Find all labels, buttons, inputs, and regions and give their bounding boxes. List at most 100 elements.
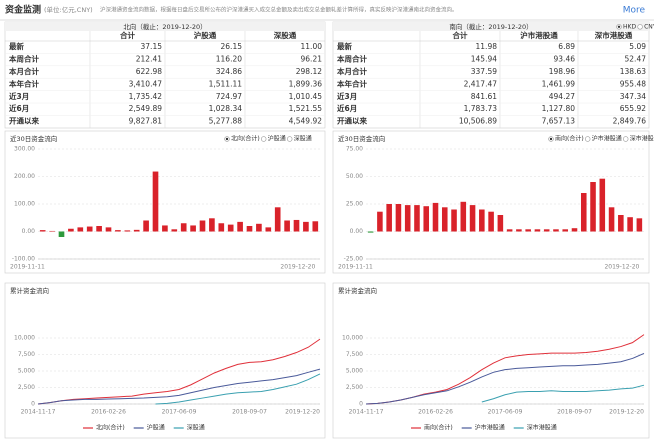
bar bbox=[580, 193, 587, 232]
legend-label: 沪股通 bbox=[147, 424, 165, 432]
radio-dot bbox=[549, 137, 553, 141]
bar bbox=[497, 215, 504, 232]
bar bbox=[479, 209, 485, 232]
chart-panel bbox=[4, 130, 326, 274]
cell: 26.15 bbox=[221, 42, 243, 51]
y-tick-label: -25.00 bbox=[344, 256, 364, 263]
y-tick-label: 5,000 bbox=[18, 368, 35, 375]
y-tick-label: 0.00 bbox=[22, 228, 36, 235]
bar bbox=[608, 207, 615, 232]
bar bbox=[432, 202, 439, 232]
cell: 93.46 bbox=[554, 55, 576, 64]
bar bbox=[265, 227, 272, 232]
x-tick-label: 2016-02-26 bbox=[418, 409, 453, 416]
bar bbox=[39, 230, 46, 232]
radio-label[interactable]: CNY bbox=[644, 23, 654, 30]
bar bbox=[543, 229, 550, 232]
series-line bbox=[37, 368, 321, 405]
radio[interactable] bbox=[637, 24, 643, 30]
column-header: 沪股通 bbox=[194, 30, 217, 40]
bar bbox=[627, 217, 633, 232]
bar bbox=[227, 224, 234, 232]
table-caption-bg bbox=[5, 22, 325, 31]
cell: 4,549.92 bbox=[289, 117, 323, 126]
radio-label[interactable]: 沪股通 bbox=[268, 135, 286, 143]
bar bbox=[460, 201, 467, 232]
radio-label[interactable]: 北向(合计) bbox=[231, 135, 260, 143]
cell: 138.63 bbox=[620, 67, 646, 76]
x-tick-label: 2018-09-07 bbox=[232, 409, 267, 416]
bar bbox=[49, 230, 55, 232]
cell: 1,899.36 bbox=[289, 79, 323, 88]
y-tick-label: 7,500 bbox=[346, 351, 363, 358]
bar bbox=[506, 229, 513, 232]
bar bbox=[367, 231, 374, 233]
radio[interactable] bbox=[260, 136, 267, 142]
row-label: 本月合计 bbox=[336, 66, 367, 76]
cell: 622.98 bbox=[136, 67, 162, 76]
bar bbox=[58, 231, 65, 237]
bar bbox=[256, 223, 262, 232]
radio[interactable] bbox=[584, 136, 591, 142]
cell: 1,735.42 bbox=[129, 92, 163, 101]
x-tick-label: 2014-11-17 bbox=[349, 409, 384, 416]
bar bbox=[516, 229, 522, 232]
y-tick-label: 75.00 bbox=[346, 146, 363, 153]
bar bbox=[237, 221, 243, 232]
radio[interactable] bbox=[623, 136, 629, 142]
bar bbox=[68, 228, 74, 232]
radio-label[interactable]: 沪市港股通 bbox=[592, 135, 622, 143]
x-tick-label: 2019-12-20 bbox=[604, 264, 639, 271]
bar bbox=[162, 225, 168, 232]
radio-label[interactable]: 深市港股通 bbox=[630, 135, 654, 143]
cell: 11.98 bbox=[476, 42, 498, 51]
radio-label[interactable]: 深股通 bbox=[294, 135, 312, 143]
row-label: 本年合计 bbox=[8, 78, 39, 88]
column-header: 合计 bbox=[453, 30, 468, 40]
radio[interactable] bbox=[287, 136, 293, 142]
bar bbox=[115, 230, 121, 232]
bar bbox=[96, 226, 102, 232]
column-header: 合计 bbox=[120, 30, 135, 40]
radio-label[interactable]: HKD bbox=[623, 23, 636, 30]
x-tick-label: 2018-09-07 bbox=[557, 409, 592, 416]
bar bbox=[395, 204, 402, 232]
column-header: 沪市港股通 bbox=[520, 30, 558, 40]
bar bbox=[312, 221, 319, 232]
cell: 96.21 bbox=[301, 55, 323, 64]
y-tick-label: 10,000 bbox=[342, 335, 363, 342]
cell: 5.09 bbox=[629, 42, 646, 51]
series-line bbox=[481, 384, 645, 403]
bar bbox=[590, 182, 596, 232]
y-tick-label: 300.00 bbox=[14, 146, 35, 153]
bar bbox=[284, 220, 290, 232]
series-line bbox=[365, 353, 645, 405]
row-label: 近3月 bbox=[9, 91, 29, 101]
more-link[interactable]: More bbox=[623, 6, 646, 16]
radio-label[interactable]: 南向(合计) bbox=[555, 135, 584, 143]
table-frame bbox=[332, 21, 650, 129]
cell: 494.27 bbox=[549, 92, 575, 101]
y-tick-label: 10,000 bbox=[14, 335, 35, 342]
y-tick-label: 50.00 bbox=[346, 173, 363, 180]
note: 沪深港通资金流向数据，根据每日盘后交易所公布的沪深港通买入成交总金额及卖出成交总… bbox=[100, 6, 458, 14]
bar bbox=[180, 223, 187, 232]
chart-title: 近30日资金流向 bbox=[10, 134, 57, 143]
cell: 1,127.80 bbox=[542, 104, 576, 113]
legend-label: 北向(合计) bbox=[96, 424, 125, 432]
bar bbox=[488, 211, 494, 232]
row-label: 开通以来 bbox=[337, 116, 367, 126]
bar bbox=[414, 205, 420, 232]
bar bbox=[386, 204, 392, 232]
legend-label: 深市港股通 bbox=[527, 424, 557, 432]
cell: 1,028.34 bbox=[209, 104, 243, 113]
y-tick-label: 100.00 bbox=[14, 201, 35, 208]
column-header: 深市港股通 bbox=[595, 30, 633, 40]
x-tick-label: 2019-12-20 bbox=[609, 409, 644, 416]
radio-dot bbox=[225, 137, 229, 141]
bar bbox=[152, 171, 159, 232]
y-tick-label: 7,500 bbox=[18, 351, 35, 358]
cell: 2,417.47 bbox=[464, 79, 498, 88]
y-tick-label: 0.00 bbox=[350, 228, 364, 235]
